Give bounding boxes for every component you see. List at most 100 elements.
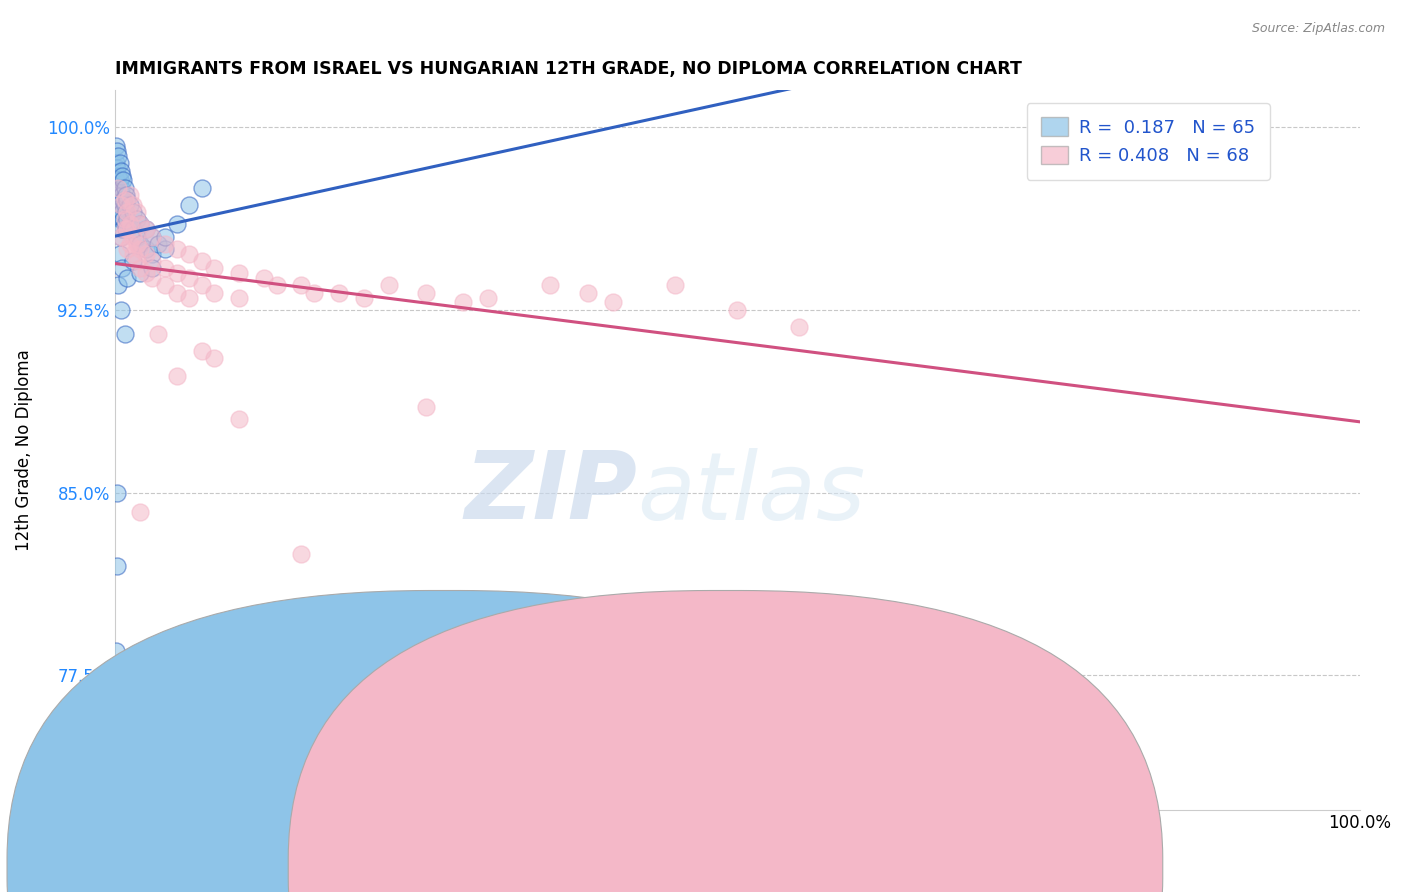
Point <box>115 242 138 256</box>
Point <box>228 266 250 280</box>
Text: Hungarians: Hungarians <box>754 855 849 872</box>
Point <box>141 261 163 276</box>
Point <box>128 218 150 232</box>
Point <box>118 188 141 202</box>
Point <box>302 285 325 300</box>
Point <box>202 261 225 276</box>
Point <box>115 205 138 219</box>
Point <box>128 236 150 251</box>
Point <box>115 222 138 236</box>
Point <box>122 254 145 268</box>
Point <box>105 161 128 176</box>
Point <box>538 278 561 293</box>
Point <box>135 266 157 280</box>
Point <box>253 271 276 285</box>
Y-axis label: 12th Grade, No Diploma: 12th Grade, No Diploma <box>15 349 32 550</box>
Point <box>141 246 163 260</box>
Point <box>115 271 138 285</box>
Point <box>128 266 150 280</box>
Legend: R =  0.187   N = 65, R = 0.408   N = 68: R = 0.187 N = 65, R = 0.408 N = 68 <box>1026 103 1270 179</box>
Point <box>111 222 134 236</box>
Point <box>110 302 132 317</box>
Point <box>107 149 129 163</box>
Point <box>111 169 134 183</box>
Point <box>104 139 127 153</box>
Point <box>148 236 170 251</box>
Point <box>105 198 128 212</box>
Point <box>128 505 150 519</box>
Point <box>105 145 128 159</box>
Point <box>453 295 475 310</box>
Point <box>108 193 131 207</box>
Point <box>112 193 135 207</box>
Point <box>108 156 131 170</box>
Point <box>135 222 157 236</box>
Point <box>202 285 225 300</box>
Point <box>104 644 127 658</box>
Point <box>128 261 150 276</box>
Point <box>128 218 150 232</box>
Point <box>135 242 157 256</box>
Point <box>114 327 136 342</box>
Point <box>153 261 176 276</box>
Point <box>122 205 145 219</box>
Point <box>115 212 138 227</box>
Point <box>789 319 811 334</box>
Point <box>122 222 145 236</box>
Point <box>115 193 138 207</box>
Point <box>153 229 176 244</box>
Point <box>166 285 188 300</box>
Point <box>107 205 129 219</box>
Point <box>415 285 437 300</box>
Point <box>266 278 288 293</box>
Point <box>108 212 131 227</box>
Point <box>114 222 136 236</box>
Point <box>135 246 157 260</box>
Point <box>114 181 136 195</box>
Point <box>111 188 134 202</box>
Point <box>127 212 149 227</box>
Point <box>179 271 201 285</box>
Point <box>114 193 136 207</box>
Point <box>377 278 399 293</box>
Text: Immigrants from Israel: Immigrants from Israel <box>425 855 616 872</box>
Point <box>153 236 176 251</box>
Point <box>179 291 201 305</box>
Point <box>105 181 128 195</box>
Point <box>105 558 128 573</box>
Point <box>110 181 132 195</box>
Point <box>107 278 129 293</box>
Point <box>135 222 157 236</box>
Point <box>122 246 145 260</box>
Point <box>166 368 188 383</box>
Point <box>118 198 141 212</box>
Point <box>108 246 131 260</box>
Point <box>191 278 214 293</box>
Point <box>127 254 149 268</box>
Point <box>122 229 145 244</box>
Point <box>127 236 149 251</box>
Point <box>166 242 188 256</box>
Point <box>202 351 225 366</box>
Point <box>104 173 127 187</box>
Point <box>166 266 188 280</box>
Point <box>191 181 214 195</box>
Point <box>107 169 129 183</box>
Text: atlas: atlas <box>637 448 866 539</box>
Point <box>228 291 250 305</box>
Point <box>122 198 145 212</box>
Point <box>664 278 686 293</box>
Point <box>115 188 138 202</box>
Point <box>228 412 250 426</box>
Point <box>110 198 132 212</box>
Point <box>114 198 136 212</box>
Point <box>115 222 138 236</box>
Point <box>114 218 136 232</box>
Point <box>104 156 127 170</box>
Point <box>153 278 176 293</box>
Point <box>576 285 599 300</box>
Point <box>105 485 128 500</box>
Text: IMMIGRANTS FROM ISRAEL VS HUNGARIAN 12TH GRADE, NO DIPLOMA CORRELATION CHART: IMMIGRANTS FROM ISRAEL VS HUNGARIAN 12TH… <box>115 60 1022 78</box>
Point <box>118 218 141 232</box>
Point <box>107 181 129 195</box>
